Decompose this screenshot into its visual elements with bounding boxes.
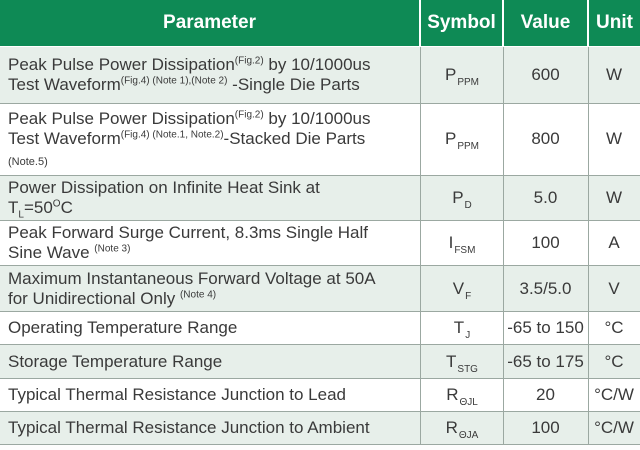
parameter-text-segment: (Note.5) — [8, 155, 48, 168]
parameter-text-segment: Sine Wave — [8, 243, 95, 263]
table-row: Power Dissipation on Infinite Heat Sink … — [0, 175, 640, 222]
parameter-cell: Typical Thermal Resistance Junction to L… — [0, 378, 421, 413]
value-cell: 600 — [503, 46, 589, 104]
parameter-text-segment: Typical Thermal Resistance Junction to A… — [8, 418, 370, 438]
parameter-text-segment: by 10/1000us — [263, 54, 371, 74]
value-cell: 5.0 — [503, 175, 589, 222]
symbol-base: P — [452, 188, 464, 208]
parameter-cell: Maximum Instantaneous Forward Voltage at… — [0, 265, 421, 313]
parameter-text-segment: by 10/1000us — [263, 109, 371, 129]
parameter-text-segment: Test Waveform — [8, 75, 121, 94]
table-row: Maximum Instantaneous Forward Voltage at… — [0, 265, 640, 313]
parameter-text-segment: -Single Die Parts — [227, 75, 360, 94]
table-row: Typical Thermal Resistance Junction to A… — [0, 411, 640, 446]
unit-cell: °C — [588, 311, 640, 346]
symbol-subscript: ΘJA — [458, 430, 479, 442]
unit-cell: °C/W — [588, 378, 640, 413]
column-header-parameter: Parameter — [0, 0, 421, 47]
parameter-text-segment: (Fig.2) — [234, 55, 264, 67]
symbol-base: R — [445, 418, 458, 438]
column-header-symbol: Symbol — [420, 0, 504, 47]
symbol-base: T — [446, 351, 457, 371]
symbol-subscript: ΘJL — [459, 397, 478, 409]
value-cell: 800 — [503, 103, 589, 176]
symbol-cell: TJ — [420, 311, 504, 346]
value-cell: 100 — [503, 220, 589, 267]
symbol-cell: PD — [420, 175, 504, 222]
symbol-subscript: FSM — [454, 245, 476, 257]
table-row: Peak Pulse Power Dissipation(Fig.2) by 1… — [0, 103, 640, 176]
symbol-cell: PPPM — [420, 103, 504, 176]
unit-cell: °C — [588, 344, 640, 380]
parameter-text-segment: Peak Pulse Power Dissipation — [8, 109, 235, 129]
value-cell: -65 to 175 — [503, 344, 589, 380]
parameter-cell: Storage Temperature Range — [0, 344, 421, 380]
symbol-cell: RΘJA — [420, 411, 504, 446]
table-row: Peak Pulse Power Dissipation(Fig.2) by 1… — [0, 46, 640, 104]
column-header-unit: Unit — [588, 0, 640, 47]
parameter-text-segment: O — [52, 198, 61, 210]
value-cell: 100 — [503, 411, 589, 446]
parameter-text-segment: (Fig.4) (Note.1, Note.2) — [120, 129, 224, 141]
value-cell: 20 — [503, 378, 589, 413]
table-header: Parameter Symbol Value Unit — [0, 0, 640, 47]
symbol-subscript: STG — [457, 363, 478, 375]
parameter-text-segment: Storage Temperature Range — [8, 351, 223, 371]
parameter-text-segment: Peak Forward Surge Current, 8.3ms Single… — [8, 223, 368, 243]
table-row: Peak Forward Surge Current, 8.3ms Single… — [0, 220, 640, 267]
parameter-cell: Operating Temperature Range — [0, 311, 421, 346]
unit-cell: V — [588, 265, 640, 313]
parameter-text-segment: T — [8, 198, 19, 218]
column-header-value: Value — [503, 0, 589, 47]
unit-cell: W — [588, 175, 640, 222]
table-row: Typical Thermal Resistance Junction to L… — [0, 378, 640, 413]
unit-cell: °C/W — [588, 411, 640, 446]
parameter-text-segment: Peak Pulse Power Dissipation — [8, 54, 235, 74]
parameter-text-segment: C — [60, 198, 73, 218]
parameter-cell: Peak Pulse Power Dissipation(Fig.2) by 1… — [0, 103, 421, 176]
symbol-cell: RΘJL — [420, 378, 504, 413]
parameter-text-segment: Typical Thermal Resistance Junction to L… — [8, 385, 346, 405]
symbol-base: T — [453, 318, 465, 338]
parameter-cell: Typical Thermal Resistance Junction to A… — [0, 411, 421, 446]
table-body: Peak Pulse Power Dissipation(Fig.2) by 1… — [0, 46, 640, 446]
symbol-base: R — [446, 385, 459, 405]
parameter-cell: Peak Forward Surge Current, 8.3ms Single… — [0, 220, 421, 267]
table-row: Storage Temperature Range TSTG -65 to 175 °… — [0, 344, 640, 380]
value-cell: -65 to 150 — [503, 311, 589, 346]
symbol-cell: TSTG — [420, 344, 504, 380]
parameter-text-segment: Power Dissipation on Infinite Heat Sink … — [8, 178, 320, 197]
symbol-cell: PPPM — [420, 46, 504, 104]
unit-cell: A — [588, 220, 640, 267]
parameter-text-segment: Test Waveform — [8, 129, 121, 149]
symbol-subscript: D — [464, 200, 472, 212]
parameter-text-segment: (Fig.4) (Note 1),(Note 2) — [120, 75, 228, 87]
parameter-text-segment: L — [18, 209, 24, 221]
symbol-cell: IFSM — [420, 220, 504, 267]
unit-cell: W — [588, 103, 640, 176]
parameter-cell: Power Dissipation on Infinite Heat Sink … — [0, 175, 421, 222]
symbol-base: V — [452, 278, 465, 298]
symbol-subscript: PPM — [457, 141, 479, 153]
unit-cell: W — [588, 46, 640, 104]
parameter-text-segment: -Stacked Die Parts — [223, 129, 366, 149]
parameter-cell: Peak Pulse Power Dissipation(Fig.2) by 1… — [0, 46, 421, 104]
symbol-subscript: PPM — [457, 76, 479, 88]
symbol-base: P — [444, 64, 457, 84]
symbol-base: P — [444, 129, 457, 149]
symbol-base: I — [448, 233, 454, 253]
parameter-text-segment: =50 — [23, 198, 53, 218]
symbol-subscript: J — [465, 330, 471, 342]
parameter-text-segment: for Unidirectional Only — [8, 288, 180, 308]
value-cell: 3.5/5.0 — [503, 265, 589, 313]
symbol-subscript: F — [465, 290, 472, 302]
parameter-text-segment: (Note 3) — [94, 243, 131, 255]
parameter-text-segment: Maximum Instantaneous Forward Voltage at… — [8, 268, 376, 288]
table-row: Operating Temperature Range TJ -65 to 150 °… — [0, 311, 640, 346]
parameter-text-segment: Operating Temperature Range — [8, 318, 238, 338]
parameter-text-segment: (Note 4) — [179, 289, 217, 301]
parameter-text-segment: (Fig.2) — [234, 109, 264, 121]
symbol-cell: VF — [420, 265, 504, 313]
